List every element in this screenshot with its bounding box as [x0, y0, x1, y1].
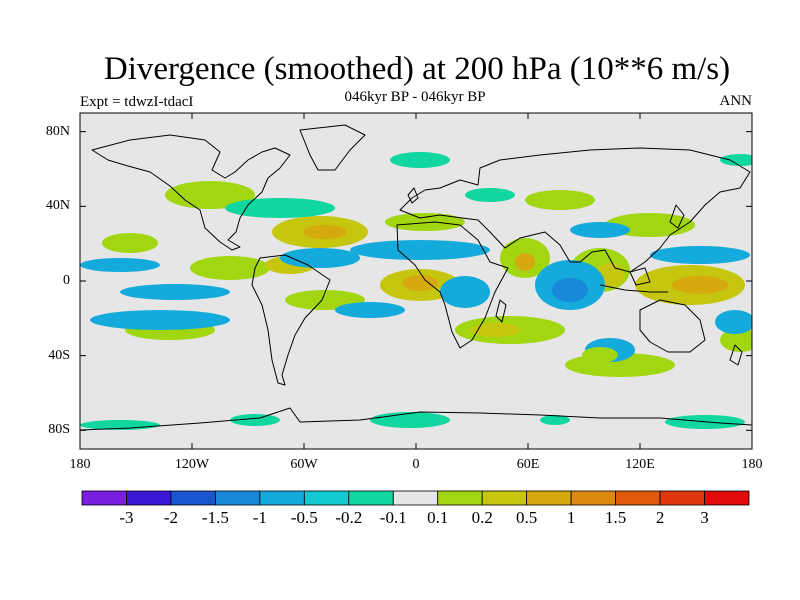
coastline-madagascar	[495, 299, 507, 323]
lon-tick-label: 60E	[516, 457, 540, 472]
colorbar-box	[126, 490, 172, 506]
colorbar-label: 0.2	[471, 508, 493, 527]
colorbar-label: 3	[700, 508, 709, 527]
colorbar-box	[170, 490, 216, 506]
div-patch	[515, 253, 535, 271]
div-patch	[385, 213, 465, 231]
conv-patch	[390, 152, 450, 168]
experiment-label: Expt = tdwzI-tdacI	[80, 94, 194, 110]
conv-patch	[80, 258, 160, 272]
plot-subtitle: 046kyr BP - 046kyr BP	[344, 89, 486, 105]
colorbar-box	[481, 490, 528, 506]
colorbar-label: -0.5	[290, 508, 318, 527]
colorbar-label: -1.5	[201, 508, 229, 527]
colorbar-label: 0.1	[427, 508, 449, 527]
conv-patch	[440, 276, 490, 308]
conv-patch	[120, 284, 230, 300]
lon-tick-label: 180	[69, 457, 91, 472]
conv-patch	[350, 240, 490, 260]
lon-tick-label: 120W	[174, 457, 210, 472]
conv-patch	[280, 248, 360, 268]
div-patch	[190, 256, 270, 280]
coastline-british-isles	[407, 187, 419, 204]
map-ticks	[79, 113, 753, 449]
coastline-indonesia	[599, 284, 668, 293]
conv-patch	[90, 310, 230, 330]
colorbar-label: 2	[655, 508, 665, 527]
colorbar-label: -0.2	[335, 508, 363, 527]
conv-patch	[715, 310, 752, 334]
divergence-field	[80, 152, 752, 430]
coastline-eurasia	[399, 147, 751, 273]
coastline-africa	[396, 221, 509, 349]
colorbar-label: 0.5	[516, 508, 538, 527]
lat-tick-label: 40N	[45, 198, 70, 214]
plot-title: Divergence (smoothed) at 200 hPa (10**6 …	[103, 51, 731, 87]
coastline-antarctica	[80, 407, 752, 431]
div-patch	[720, 328, 752, 352]
colorbar-box	[570, 490, 617, 506]
colorbar-box	[214, 490, 261, 506]
coastlines	[80, 124, 752, 431]
lat-tick-label: 0	[63, 273, 70, 288]
colorbar-box	[348, 490, 394, 506]
lon-tick-label: 0	[412, 457, 420, 472]
lat-tick-label: 80N	[45, 123, 70, 139]
lon-tick-label: 180	[741, 457, 763, 472]
div-patch	[525, 190, 595, 210]
coastline-greenland	[299, 124, 366, 171]
colorbar-label: 1.5	[604, 508, 627, 527]
coastline-borneo	[629, 267, 651, 286]
lon-tick-label: 60W	[290, 457, 318, 472]
coastline-north-america	[91, 134, 291, 251]
conv-patch	[465, 188, 515, 202]
conv-patch	[650, 246, 750, 264]
div-patch	[672, 276, 728, 294]
conv-patch	[540, 415, 570, 425]
coastline-south-america	[251, 254, 331, 386]
colorbar-box	[392, 490, 439, 506]
colorbar-label: -0.1	[379, 508, 407, 527]
conv-patch	[552, 278, 588, 302]
coastline-japan	[669, 204, 685, 229]
conv-patch	[335, 302, 405, 318]
season-label: ANN	[719, 93, 753, 109]
div-patch	[470, 323, 520, 337]
conv-patch	[230, 414, 280, 426]
conv-patch	[225, 198, 335, 218]
conv-patch	[570, 222, 630, 238]
colorbar-box	[81, 490, 127, 506]
colorbar	[81, 490, 750, 506]
colorbar-box	[659, 490, 705, 506]
colorbar-box	[615, 490, 661, 506]
colorbar-box	[437, 490, 483, 506]
conv-patch	[370, 412, 450, 428]
colorbar-box	[303, 490, 350, 506]
coastline-new-zealand	[729, 344, 743, 366]
colorbar-label: -1	[252, 508, 267, 527]
conv-patch	[720, 154, 752, 166]
colorbar-box	[526, 490, 572, 506]
colorbar-box	[704, 490, 750, 506]
div-patch	[303, 225, 347, 239]
colorbar-box	[259, 490, 305, 506]
lon-tick-label: 120E	[625, 457, 655, 472]
lat-tick-label: 80S	[48, 422, 70, 438]
colorbar-label: -2	[163, 508, 178, 527]
lat-tick-label: 40S	[48, 347, 70, 363]
div-patch	[102, 233, 158, 253]
div-patch	[582, 347, 618, 363]
coastline-australia	[639, 299, 706, 353]
div-patch	[402, 275, 438, 291]
colorbar-label: 1	[566, 508, 576, 527]
colorbar-label: -3	[119, 508, 134, 527]
